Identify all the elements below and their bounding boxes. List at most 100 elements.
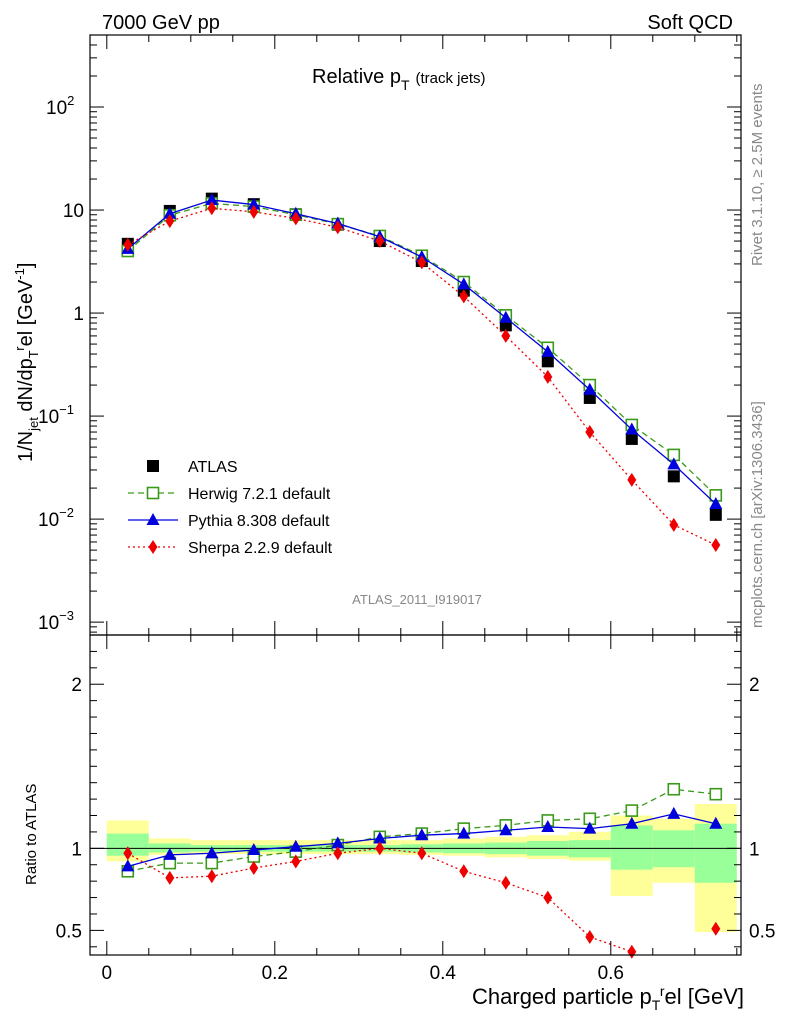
main-ytick-label: 10−3 bbox=[38, 608, 74, 634]
svg-text:1/Njet dN/dpTrel [GeV-1]: 1/Njet dN/dpTrel [GeV-1] bbox=[12, 263, 41, 462]
ratio-pythia-point-6 bbox=[373, 831, 387, 844]
ratio-pythia-point-14 bbox=[709, 816, 723, 829]
main-pythia-point-10 bbox=[541, 344, 555, 357]
main-sherpa-point-5 bbox=[333, 220, 343, 235]
main-atlas-point-14 bbox=[709, 508, 722, 521]
xtick-label: 0 bbox=[102, 963, 113, 984]
main-pythia-point-9 bbox=[499, 310, 513, 323]
main-ytick-label: 10 bbox=[63, 201, 84, 222]
ratio-pythia-point-0 bbox=[121, 859, 135, 872]
mcplots-label: mcplots.cern.ch [arXiv:1306.3436] bbox=[749, 401, 766, 628]
ratio-ytick-label-right: 2 bbox=[749, 675, 760, 696]
main-pythia-point-8 bbox=[457, 277, 471, 290]
ratio-pythia-point-8 bbox=[457, 826, 471, 839]
main-pythia-point-14 bbox=[709, 497, 723, 510]
ratio-sherpa-point-9 bbox=[501, 875, 511, 890]
ratio-sherpa-point-4 bbox=[291, 854, 301, 869]
axis-layer: 10−3 10−2 10−1 1 10 102 0 0.2 0.4 0.6 0.5 0.5 1 1 2 2 bbox=[38, 34, 775, 984]
main-pythia-point-11 bbox=[583, 382, 597, 395]
legend-label-atlas: ATLAS bbox=[188, 459, 238, 476]
ratio-bands bbox=[106, 804, 737, 933]
ratio-sherpa-point-7 bbox=[417, 846, 427, 861]
ratio-sherpa-point-10 bbox=[543, 890, 553, 905]
analysis-id: ATLAS_2011_I919017 bbox=[352, 592, 482, 607]
main-sherpa-point-0 bbox=[123, 237, 133, 252]
main-atlas-point-13 bbox=[667, 470, 680, 483]
main-atlas-point-12 bbox=[625, 432, 638, 445]
main-sherpa-point-10 bbox=[543, 369, 553, 384]
rivet-label: Rivet 3.1.10, ≥ 2.5M events bbox=[749, 84, 766, 267]
main-atlas-point-10 bbox=[541, 355, 554, 368]
main-ylabel: 1/Njet dN/dpTrel [GeV-1] bbox=[12, 263, 41, 462]
xtick-label: 0.2 bbox=[262, 963, 288, 984]
ratio-pythia-point-2 bbox=[205, 846, 219, 859]
ratio-sherpa-line bbox=[127, 847, 633, 953]
header-left: 7000 GeV pp bbox=[102, 12, 220, 34]
ratio-sherpa-point-1 bbox=[165, 870, 175, 885]
ratio-ytick-label-right: 1 bbox=[749, 839, 760, 860]
main-sherpa-point-4 bbox=[291, 211, 301, 226]
main-herwig-line bbox=[127, 202, 717, 496]
plot-title-sub: T bbox=[401, 77, 410, 93]
ratio-herwig-point-13 bbox=[667, 782, 681, 796]
band-green bbox=[610, 825, 653, 870]
legend-marker-sherpa bbox=[148, 540, 158, 554]
ratio-ytick-label-right: 0.5 bbox=[749, 921, 775, 942]
ratio-pythia-point-13 bbox=[667, 806, 681, 819]
plot-title-extra: (track jets) bbox=[416, 70, 486, 87]
svg-text:Charged particle pTrel [GeV]: Charged particle pTrel [GeV] bbox=[472, 983, 744, 1013]
legend-label-pythia: Pythia 8.308 default bbox=[188, 513, 330, 530]
main-sherpa-point-13 bbox=[669, 517, 679, 532]
ratio-herwig-point-2 bbox=[205, 856, 219, 870]
ratio-ytick-label: 0.5 bbox=[56, 921, 82, 942]
main-ytick-label: 10−1 bbox=[38, 402, 74, 428]
ratio-pythia-point-11 bbox=[583, 821, 597, 834]
ratio-sherpa-point-5 bbox=[333, 846, 343, 861]
ratio-sherpa-point-6 bbox=[375, 841, 385, 856]
legend-label-sherpa: Sherpa 2.2.9 default bbox=[188, 540, 333, 557]
main-pythia-point-2 bbox=[205, 193, 219, 206]
ratio-herwig-point-14 bbox=[709, 787, 723, 801]
ratio-herwig-point-12 bbox=[625, 804, 639, 817]
ratio-pythia-point-12 bbox=[625, 816, 639, 829]
legend-marker-pythia bbox=[146, 513, 160, 525]
main-sherpa-point-7 bbox=[417, 255, 427, 270]
main-pythia-point-1 bbox=[163, 206, 177, 219]
xtick-label: 0.6 bbox=[598, 963, 624, 984]
plot-title-main: Relative p bbox=[312, 66, 401, 88]
ratio-sherpa-point-2 bbox=[207, 869, 217, 884]
ratio-herwig-line bbox=[127, 788, 716, 872]
legend-marker-herwig bbox=[146, 486, 160, 500]
ratio-pythia-point-5 bbox=[331, 836, 345, 849]
ratio-ylabel: Ratio to ATLAS bbox=[23, 784, 40, 885]
main-ytick-label: 1 bbox=[73, 304, 84, 325]
ratio-sherpa-point-14 bbox=[711, 921, 721, 936]
main-pythia-point-13 bbox=[667, 457, 681, 470]
ratio-sherpa-point-8 bbox=[459, 864, 469, 879]
ratio-frame bbox=[89, 634, 742, 956]
main-sherpa-point-14 bbox=[711, 538, 721, 553]
legend: ATLAS Herwig 7.2.1 default Pythia 8.308 de… bbox=[128, 459, 333, 557]
ratio-sherpa-point-3 bbox=[249, 861, 259, 876]
legend-marker-atlas bbox=[147, 460, 159, 472]
main-sherpa-point-9 bbox=[501, 328, 511, 343]
ratio-sherpa-point-12 bbox=[627, 944, 637, 959]
band-green bbox=[694, 823, 737, 883]
main-sherpa-point-8 bbox=[459, 289, 469, 304]
main-sherpa-point-2 bbox=[207, 201, 217, 216]
main-sherpa-point-6 bbox=[375, 234, 385, 249]
main-ytick-label: 102 bbox=[46, 93, 74, 119]
main-pythia-point-3 bbox=[247, 197, 261, 210]
main-pythia-point-12 bbox=[625, 422, 639, 435]
ratio-sherpa-point-0 bbox=[123, 846, 133, 861]
ratio-pythia-point-3 bbox=[247, 842, 261, 855]
plot-layer bbox=[90, 192, 741, 959]
ratio-sherpa-point-11 bbox=[585, 929, 595, 944]
xtick-label: 0.4 bbox=[430, 963, 457, 984]
ratio-ytick-label: 1 bbox=[71, 839, 82, 860]
main-sherpa-point-3 bbox=[249, 204, 259, 219]
xlabel: Charged particle pTrel [GeV] bbox=[472, 983, 744, 1013]
header-right: Soft QCD bbox=[647, 12, 733, 34]
ratio-pythia-point-9 bbox=[499, 823, 513, 836]
